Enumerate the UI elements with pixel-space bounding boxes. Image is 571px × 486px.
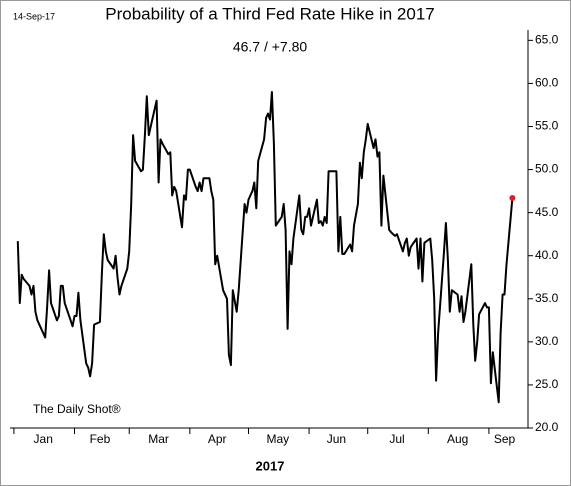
x-tick-label: May <box>266 432 289 446</box>
x-tick-label: Feb <box>90 432 111 446</box>
y-tick-label: 55.0 <box>535 119 559 133</box>
x-tick-label: Sep <box>494 432 516 446</box>
date-label: 14-Sep-17 <box>13 11 55 21</box>
x-tick-label: Jun <box>327 432 346 446</box>
source-label: The Daily Shot® <box>33 402 121 416</box>
y-tick-label: 20.0 <box>535 420 559 434</box>
x-tick-label: Jul <box>389 432 404 446</box>
x-tick-label: Mar <box>148 432 169 446</box>
last-point <box>509 194 516 201</box>
y-tick-label: 25.0 <box>535 377 559 391</box>
x-tick-label: Apr <box>208 432 227 446</box>
y-tick-label: 45.0 <box>535 205 559 219</box>
x-axis-label: 2017 <box>256 458 285 473</box>
y-tick-label: 40.0 <box>535 248 559 262</box>
data-line <box>16 91 514 404</box>
y-tick-label: 30.0 <box>535 334 559 348</box>
y-tick-label: 60.0 <box>535 76 559 90</box>
chart-subtitle: 46.7 / +7.80 <box>233 39 308 55</box>
x-tick-label: Jan <box>34 432 53 446</box>
x-tick-label: Aug <box>447 432 468 446</box>
y-tick-label: 35.0 <box>535 291 559 305</box>
y-tick-label: 65.0 <box>535 33 559 47</box>
chart-title: Probability of a Third Fed Rate Hike in … <box>105 4 434 23</box>
y-tick-label: 50.0 <box>535 162 559 176</box>
